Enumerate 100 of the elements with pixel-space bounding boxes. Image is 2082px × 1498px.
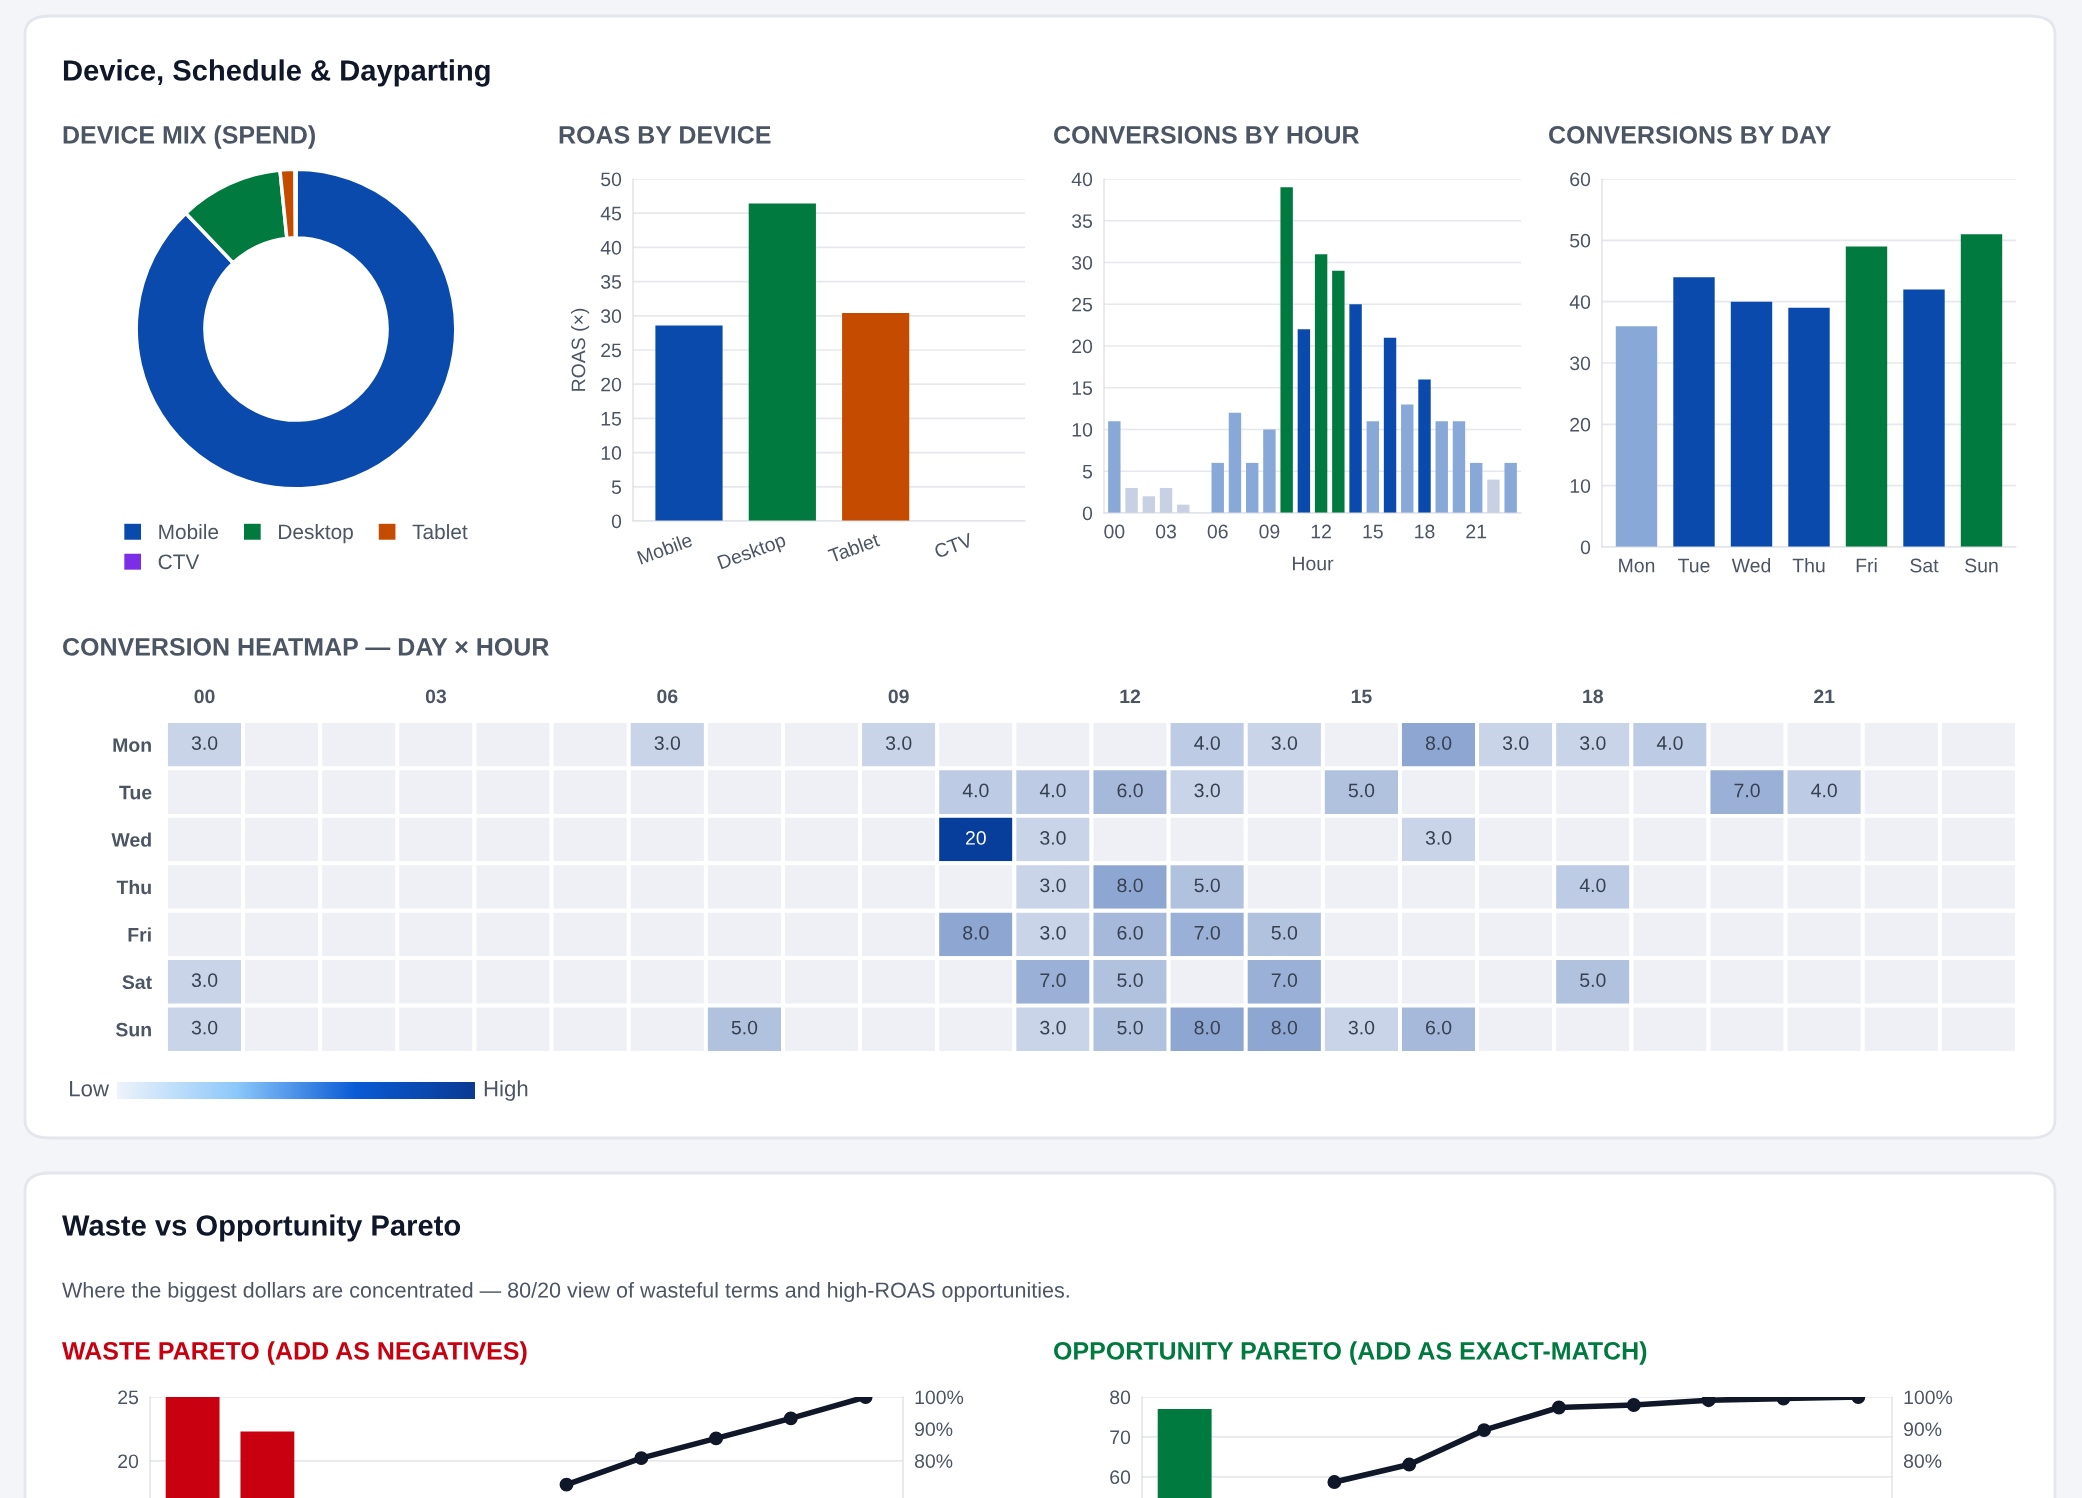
y-tick-label: 70	[1110, 1430, 1131, 1445]
bar	[1159, 487, 1173, 513]
x-tick-label: 18	[1583, 689, 1604, 704]
data-label: 5.0	[1271, 925, 1298, 940]
data-label: 6.0	[1117, 783, 1143, 798]
y2-tick-label: 80%	[914, 1454, 953, 1468]
y-tick-label: 10	[601, 446, 622, 460]
y-tick-label: 35	[601, 275, 622, 289]
data-label: 4.0	[1811, 783, 1837, 798]
x-tick-label: 09	[888, 689, 909, 704]
x-tick-label: Mon	[1619, 558, 1655, 573]
data-label: 8.0	[1194, 1020, 1220, 1035]
x-tick-label: 03	[425, 689, 447, 704]
data-label: 3.0	[1271, 736, 1298, 750]
point	[559, 1477, 574, 1492]
bar	[1245, 462, 1259, 513]
x-tick-label: 21	[1814, 689, 1835, 704]
data-label: 5.0	[1348, 783, 1375, 798]
bar	[1263, 429, 1276, 513]
bar	[1673, 277, 1715, 547]
point	[783, 1411, 798, 1426]
bar	[1108, 421, 1121, 513]
point	[1402, 1457, 1417, 1472]
y-tick-label: Mon	[113, 738, 151, 752]
x-tick-label: Mobile	[636, 532, 694, 565]
data-label: 7.0	[1194, 925, 1220, 940]
bar	[1349, 304, 1362, 513]
x-tick-label: 06	[1207, 524, 1228, 539]
data-label: 3.0	[191, 1020, 218, 1035]
data-label: 5.0	[1117, 1020, 1143, 1035]
y-tick-label: 0	[1580, 540, 1591, 555]
data-label: 7.0	[1271, 973, 1298, 988]
y-tick-label: 20	[1570, 417, 1591, 432]
x-axis-title: Hour	[1293, 556, 1334, 571]
point	[1551, 1400, 1566, 1415]
x-tick-label: 03	[1155, 524, 1176, 539]
x-tick-label: Tablet	[827, 532, 881, 564]
bar	[1730, 301, 1773, 547]
bar	[1418, 379, 1431, 513]
y-tick-label: Tue	[119, 785, 152, 800]
x-tick-label: CTV	[933, 532, 974, 559]
bar	[1401, 404, 1414, 513]
y-tick-label: 15	[601, 412, 622, 426]
data-label: 3.0	[1040, 1020, 1066, 1035]
bar	[1332, 270, 1345, 513]
data-label: 7.0	[1734, 783, 1760, 798]
y-tick-label: 5	[1082, 464, 1093, 479]
y-tick-label: Thu	[116, 879, 151, 895]
y-tick-label: 60	[1110, 1470, 1131, 1485]
chart-title: ROAS BY DEVICE	[559, 126, 771, 144]
y-tick-label: 40	[600, 240, 622, 255]
bar	[1280, 187, 1293, 513]
text: Where the biggest dollars are concentrated — 80/20 view of wasteful terms and high-ROAS opportunities.	[62, 1281, 1069, 1303]
data-label: 3.0	[654, 736, 681, 750]
point	[1626, 1398, 1641, 1412]
bar	[1297, 329, 1311, 513]
data-label: 3.0	[191, 973, 218, 988]
chart-title: CONVERSIONS BY HOUR	[1054, 126, 1360, 144]
y-tick-label: 15	[1072, 381, 1093, 395]
bar	[1452, 421, 1466, 513]
x-tick-label: 12	[1311, 524, 1331, 539]
data-label: 5.0	[1117, 973, 1143, 988]
bar	[1366, 421, 1380, 513]
x-tick-label: Sun	[1965, 558, 1998, 573]
bar	[1615, 326, 1658, 547]
y-tick-label: 25	[118, 1390, 139, 1405]
data-label: 3.0	[1040, 831, 1066, 845]
y-tick-label: 30	[601, 309, 622, 324]
data-label: 4.0	[1579, 878, 1606, 893]
text: Waste vs Opportunity Pareto	[62, 1214, 461, 1242]
y-tick-label: 50	[601, 172, 622, 187]
y-tick-label: 0	[611, 514, 622, 529]
bar	[1469, 462, 1483, 513]
data-label: 5.0	[1580, 973, 1606, 988]
bar	[1788, 307, 1830, 547]
y-tick-label: 20	[118, 1454, 139, 1469]
text: Low	[70, 1080, 110, 1097]
y2-tick-label: 80%	[1903, 1454, 1942, 1468]
chart-title: CONVERSION HEATMAP — DAY × HOUR	[63, 638, 549, 656]
y2-tick-label: 100%	[1904, 1390, 1953, 1405]
y-tick-label: 60	[1570, 172, 1591, 187]
bar	[1435, 421, 1448, 513]
bar	[1211, 462, 1224, 513]
y-tick-label: 5	[611, 480, 622, 495]
y-tick-label: 0	[1082, 506, 1093, 521]
x-tick-label: Sat	[1910, 558, 1939, 573]
text: High	[484, 1080, 528, 1101]
data-label: 5.0	[731, 1020, 758, 1035]
data-label: 6.0	[1117, 925, 1143, 940]
bar	[748, 203, 816, 521]
data-label: 7.0	[1040, 973, 1066, 988]
data-label: 8.0	[963, 925, 989, 940]
text: Device, Schedule & Dayparting	[63, 59, 490, 87]
x-tick-label: 18	[1415, 524, 1435, 539]
bar	[1960, 234, 2003, 547]
x-tick-label: Wed	[1731, 558, 1771, 573]
data-label: 3.0	[1348, 1020, 1375, 1035]
data-label: 3.0	[885, 736, 912, 750]
y-tick-label: 40	[1569, 295, 1591, 309]
y2-tick-label: 90%	[915, 1422, 953, 1437]
